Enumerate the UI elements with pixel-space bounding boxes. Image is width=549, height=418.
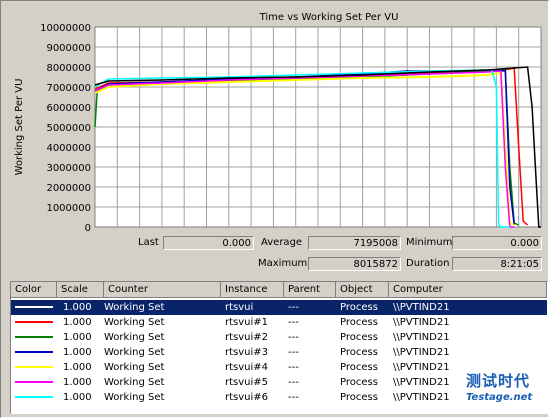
cell-instance: rtsvui bbox=[225, 302, 254, 313]
y-tick-label: 2000000 bbox=[46, 183, 91, 194]
cell-parent: --- bbox=[288, 302, 299, 313]
cell-parent: --- bbox=[288, 362, 299, 373]
col-header-color[interactable]: Color bbox=[11, 282, 57, 298]
cell-object: Process bbox=[340, 302, 378, 313]
series-color-swatch bbox=[15, 381, 53, 383]
cell-object: Process bbox=[340, 392, 378, 403]
y-tick-label: 5000000 bbox=[46, 123, 91, 134]
table-row[interactable]: 1.000 Working Set rtsvui#2 --- Process \\PVTI… bbox=[11, 330, 547, 345]
cell-parent: --- bbox=[288, 317, 299, 328]
cell-object: Process bbox=[340, 377, 378, 388]
cell-instance: rtsvui#1 bbox=[225, 317, 269, 328]
series-line-6 bbox=[94, 69, 510, 228]
cell-instance: rtsvui#2 bbox=[225, 332, 269, 343]
series-line-0 bbox=[94, 66, 541, 228]
last-value: 0.000 bbox=[163, 236, 254, 250]
cell-counter: Working Set bbox=[104, 362, 165, 373]
cell-parent: --- bbox=[288, 392, 299, 403]
series-line-4 bbox=[94, 71, 515, 226]
series-color-swatch bbox=[15, 336, 53, 338]
col-header-instance[interactable]: Instance bbox=[221, 282, 284, 298]
table-row[interactable]: 1.000 Working Set rtsvui#5 --- Process \\PVTI… bbox=[11, 375, 547, 390]
col-header-scale[interactable]: Scale bbox=[57, 282, 104, 298]
cell-counter: Working Set bbox=[104, 347, 165, 358]
series-color-swatch bbox=[15, 306, 53, 308]
series-color-swatch bbox=[15, 366, 53, 368]
cell-counter: Working Set bbox=[104, 317, 165, 328]
cell-parent: --- bbox=[288, 332, 299, 343]
y-tick-label: 6000000 bbox=[46, 103, 91, 114]
chart-title: Time vs Working Set Per VU bbox=[259, 12, 399, 23]
series-color-swatch bbox=[15, 396, 53, 398]
y-tick-labels: 0 1000000 2000000 3000000 4000000 5000000 6000… bbox=[40, 23, 91, 234]
watermark-logo: 测试时代 bbox=[466, 372, 531, 390]
cell-scale: 1.000 bbox=[63, 377, 92, 388]
col-header-computer[interactable]: Computer bbox=[389, 282, 547, 298]
minimum-label: Minimum bbox=[406, 237, 453, 248]
cell-scale: 1.000 bbox=[63, 332, 92, 343]
cell-computer: \\PVTIND21 bbox=[393, 332, 450, 343]
last-label: Last bbox=[138, 237, 159, 248]
cell-scale: 1.000 bbox=[63, 392, 92, 403]
cell-computer: \\PVTIND21 bbox=[393, 392, 450, 403]
cell-instance: rtsvui#6 bbox=[225, 392, 269, 403]
cell-counter: Working Set bbox=[104, 332, 165, 343]
cell-counter: Working Set bbox=[104, 302, 165, 313]
duration-label: Duration bbox=[406, 258, 450, 269]
cell-scale: 1.000 bbox=[63, 302, 92, 313]
cell-parent: --- bbox=[288, 347, 299, 358]
table-row[interactable]: 1.000 Working Set rtsvui#1 --- Process \\PVTI… bbox=[11, 315, 547, 330]
cell-instance: rtsvui#5 bbox=[225, 377, 269, 388]
table-row[interactable]: 1.000 Working Set rtsvui#3 --- Process \\PVTI… bbox=[11, 345, 547, 360]
cell-scale: 1.000 bbox=[63, 317, 92, 328]
cell-object: Process bbox=[340, 362, 378, 373]
average-label: Average bbox=[261, 237, 303, 248]
grid bbox=[95, 27, 541, 227]
maximum-label: Maximum bbox=[258, 258, 308, 269]
duration-value: 8:21:05 bbox=[452, 257, 542, 271]
y-tick-label: 1000000 bbox=[46, 203, 91, 214]
series-color-swatch bbox=[15, 321, 53, 323]
y-tick-label: 4000000 bbox=[46, 143, 91, 154]
series-color-swatch bbox=[15, 351, 53, 353]
y-tick-label: 3000000 bbox=[46, 163, 91, 174]
series-line-5 bbox=[94, 70, 515, 228]
chart: Time vs Working Set Per VU Working Set P… bbox=[14, 12, 542, 234]
cell-counter: Working Set bbox=[104, 392, 165, 403]
cell-instance: rtsvui#4 bbox=[225, 362, 269, 373]
table-row[interactable]: 1.000 Working Set rtsvui#4 --- Process \\PVTI… bbox=[11, 360, 547, 375]
y-tick-label: 8000000 bbox=[46, 63, 91, 74]
cell-object: Process bbox=[340, 332, 378, 343]
y-tick-label: 9000000 bbox=[46, 43, 91, 54]
average-value: 7195008 bbox=[308, 236, 401, 250]
cell-computer: \\PVTIND21 bbox=[393, 347, 450, 358]
y-axis-label: Working Set Per VU bbox=[14, 79, 25, 176]
col-header-parent[interactable]: Parent bbox=[284, 282, 336, 298]
col-header-object[interactable]: Object bbox=[336, 282, 389, 298]
cell-object: Process bbox=[340, 347, 378, 358]
cell-computer: \\PVTIND21 bbox=[393, 362, 450, 373]
col-header-counter[interactable]: Counter bbox=[104, 282, 221, 298]
maximum-value: 8015872 bbox=[308, 257, 401, 271]
cell-parent: --- bbox=[288, 377, 299, 388]
cell-computer: \\PVTIND21 bbox=[393, 377, 450, 388]
series-lines bbox=[94, 66, 541, 228]
watermark-site: Testage.net bbox=[466, 392, 533, 403]
table-row[interactable]: 1.000 Working Set rtsvui --- Process \\PVTIND… bbox=[11, 300, 547, 315]
cell-object: Process bbox=[340, 317, 378, 328]
y-tick-label: 7000000 bbox=[46, 83, 91, 94]
cell-scale: 1.000 bbox=[63, 347, 92, 358]
cell-counter: Working Set bbox=[104, 377, 165, 388]
table-row[interactable]: 1.000 Working Set rtsvui#6 --- Process \\PVTI… bbox=[11, 390, 547, 405]
counter-list-header: Color Scale Counter Instance Parent Obje… bbox=[11, 282, 547, 299]
cell-scale: 1.000 bbox=[63, 362, 92, 373]
cell-computer: \\PVTIND21 bbox=[393, 302, 450, 313]
counter-list[interactable]: Color Scale Counter Instance Parent Obje… bbox=[10, 281, 548, 414]
cell-instance: rtsvui#3 bbox=[225, 347, 269, 358]
y-tick-label: 0 bbox=[85, 223, 91, 234]
cell-computer: \\PVTIND21 bbox=[393, 317, 450, 328]
y-tick-label: 10000000 bbox=[40, 23, 91, 34]
minimum-value: 0.000 bbox=[452, 236, 542, 250]
